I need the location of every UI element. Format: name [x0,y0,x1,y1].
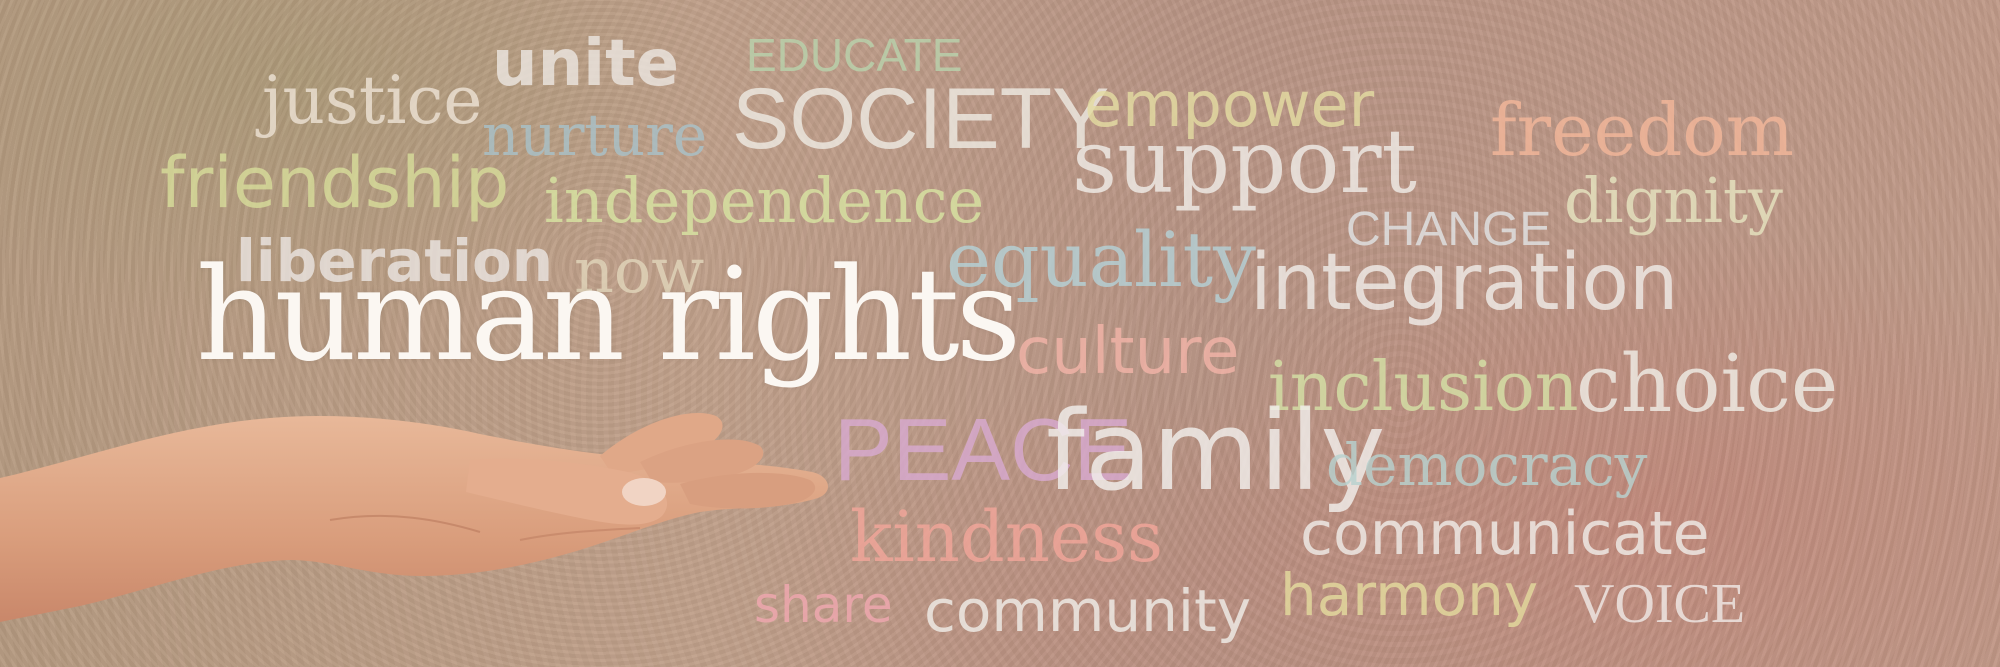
cloud-word-liberation: liberation [236,227,554,295]
cloud-word-support: support [1072,110,1417,213]
cloud-word-voice: VOICE [1574,573,1746,635]
cloud-word-educate: EDUCATE [746,29,963,81]
cloud-word-equality: equality [946,215,1256,304]
cloud-word-society: SOCIETY [732,71,1110,167]
cloud-word-share: share [754,576,893,634]
cloud-word-friendship: friendship [160,142,510,224]
cloud-word-inclusion: inclusion [1268,348,1579,427]
cloud-word-choice: choice [1576,337,1839,430]
open-hand-illustration [0,413,829,622]
cloud-word-empower: empower [1084,68,1375,141]
cloud-word-community: community [924,577,1252,645]
cloud-word-nurture: nurture [482,101,708,169]
cloud-word-family: family [1046,387,1386,515]
cloud-word-integration: integration [1250,238,1679,328]
cloud-word-peace: PEACE [834,400,1133,499]
cloud-word-harmony: harmony [1280,561,1539,629]
cloud-word-unite: unite [492,27,680,101]
cloud-word-culture: culture [1016,315,1240,389]
cloud-word-freedom: freedom [1490,88,1794,172]
cloud-word-communicate: communicate [1300,499,1710,569]
cloud-word-independence: independence [544,164,985,237]
cloud-word-now: now [574,234,705,307]
cloud-word-kindness: kindness [850,496,1164,578]
cloud-word-dignity: dignity [1564,164,1783,237]
cloud-word-change: CHANGE [1346,203,1552,256]
cloud-word-democracy: democracy [1326,431,1648,499]
main-headline: human rights [196,241,1021,390]
cloud-word-justice: justice [262,62,483,139]
